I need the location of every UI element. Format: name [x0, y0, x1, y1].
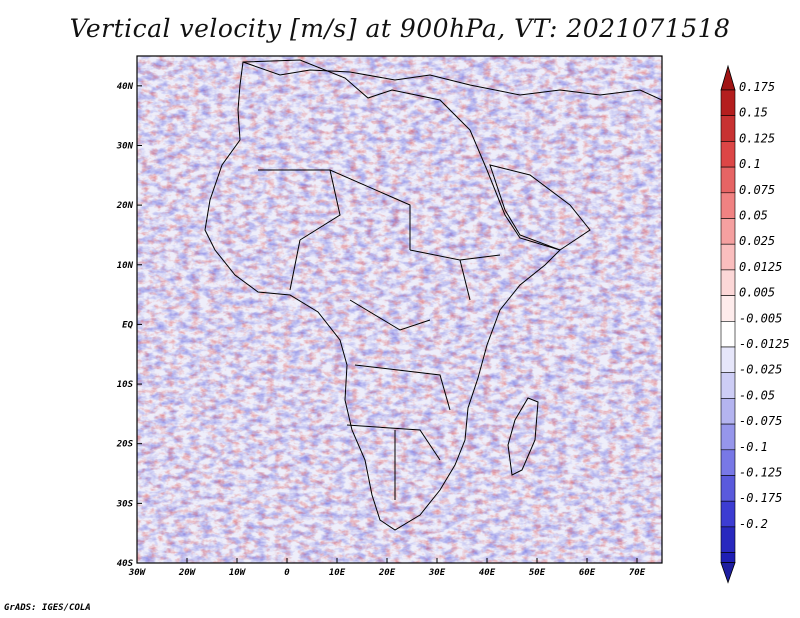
colorbar-swatch [720, 500, 736, 528]
coastlines [204, 59, 662, 531]
colorbar-label: -0.125 [739, 466, 782, 480]
colorbar-label: -0.075 [739, 414, 782, 428]
lon-tick-label: 30E [428, 568, 446, 578]
madagascar-coastline [507, 397, 539, 476]
colorbar-label: -0.0125 [739, 337, 790, 351]
colorbar: 0.175 0.15 0.125 0.1 0.075 0.05 0.025 0.0125 0.0… [720, 64, 790, 584]
lat-tick-label: 30S [116, 499, 134, 509]
colorbar-label: -0.025 [739, 363, 782, 377]
colorbar-top-arrow [720, 64, 736, 91]
lon-tick-label: 20E [378, 568, 396, 578]
colorbar-label: -0.1 [739, 440, 768, 454]
colorbar-swatch [720, 372, 736, 399]
colorbar-label: -0.175 [739, 491, 782, 505]
colorbar-label: 0.0125 [739, 260, 782, 274]
colorbar-label: 0.175 [739, 80, 775, 94]
colorbar-label: -0.005 [739, 311, 782, 325]
colorbar-swatch [720, 526, 736, 553]
colorbar-label: 0.05 [739, 209, 768, 223]
longitude-ticks: 30W 20W 10W 0 10E 20E 30E 40E 50E 60E 70E [128, 558, 646, 578]
africa-coastline [204, 59, 561, 531]
colorbar-swatch [720, 218, 736, 245]
colorbar-swatch [720, 141, 736, 168]
colorbar-swatch [720, 115, 736, 142]
lon-tick-label: 60E [579, 568, 596, 578]
border-lines [258, 169, 501, 500]
lat-tick-label: EQ [122, 320, 133, 330]
colorbar-swatch [720, 243, 736, 271]
mediterranean-north [242, 61, 662, 101]
colorbar-swatch [720, 475, 736, 502]
lon-tick-label: 20W [178, 568, 197, 578]
colorbar-swatch [720, 166, 736, 194]
map-frame [136, 55, 663, 564]
lat-tick-label: 40S [117, 559, 134, 569]
lat-tick-label: 30N [116, 141, 134, 151]
colorbar-label: -0.2 [739, 517, 768, 531]
colorbar-swatch [720, 295, 736, 322]
colorbar-swatch [720, 346, 736, 374]
colorbar-label: 0.075 [739, 183, 775, 197]
lat-tick-label: 40N [117, 82, 134, 92]
colorbar-swatch [720, 89, 736, 117]
colorbar-bottom-arrow [720, 562, 736, 584]
lat-tick-label: 20N [116, 201, 134, 211]
colorbar-swatch [720, 320, 736, 348]
lon-tick-label: 0 [284, 568, 290, 578]
arabia-coastline [489, 164, 591, 251]
colorbar-label: 0.005 [739, 286, 775, 300]
colorbar-swatch [720, 449, 736, 476]
credit-text: GrADS: IGES/COLA [4, 603, 91, 613]
colorbar-swatch [720, 269, 736, 296]
colorbar-label: 0.125 [739, 131, 775, 145]
lon-tick-label: 30W [128, 568, 147, 578]
lon-tick-label: 10E [329, 568, 346, 578]
colorbar-label: 0.025 [739, 234, 775, 248]
colorbar-swatch [720, 398, 736, 425]
velocity-field [137, 56, 662, 563]
colorbar-swatch [720, 192, 736, 219]
map-title: Vertical velocity [m/s] at 900hPa, VT: 2… [69, 14, 731, 43]
lat-tick-label: 10N [117, 261, 134, 271]
latitude-ticks: 40N 30N 20N 10N EQ 10S 20S 30S 40S [116, 82, 142, 569]
lon-tick-label: 50E [529, 568, 546, 578]
colorbar-label: -0.05 [739, 388, 775, 402]
lon-tick-label: 70E [629, 568, 646, 578]
colorbar-swatch [720, 552, 736, 563]
colorbar-label: 0.15 [739, 106, 768, 120]
lat-tick-label: 10S [117, 380, 134, 390]
colorbar-label: 0.1 [739, 157, 761, 171]
lat-tick-label: 20S [116, 440, 134, 450]
colorbar-swatch [720, 423, 736, 451]
lon-tick-label: 10W [229, 568, 247, 578]
lon-tick-label: 40E [479, 568, 496, 578]
